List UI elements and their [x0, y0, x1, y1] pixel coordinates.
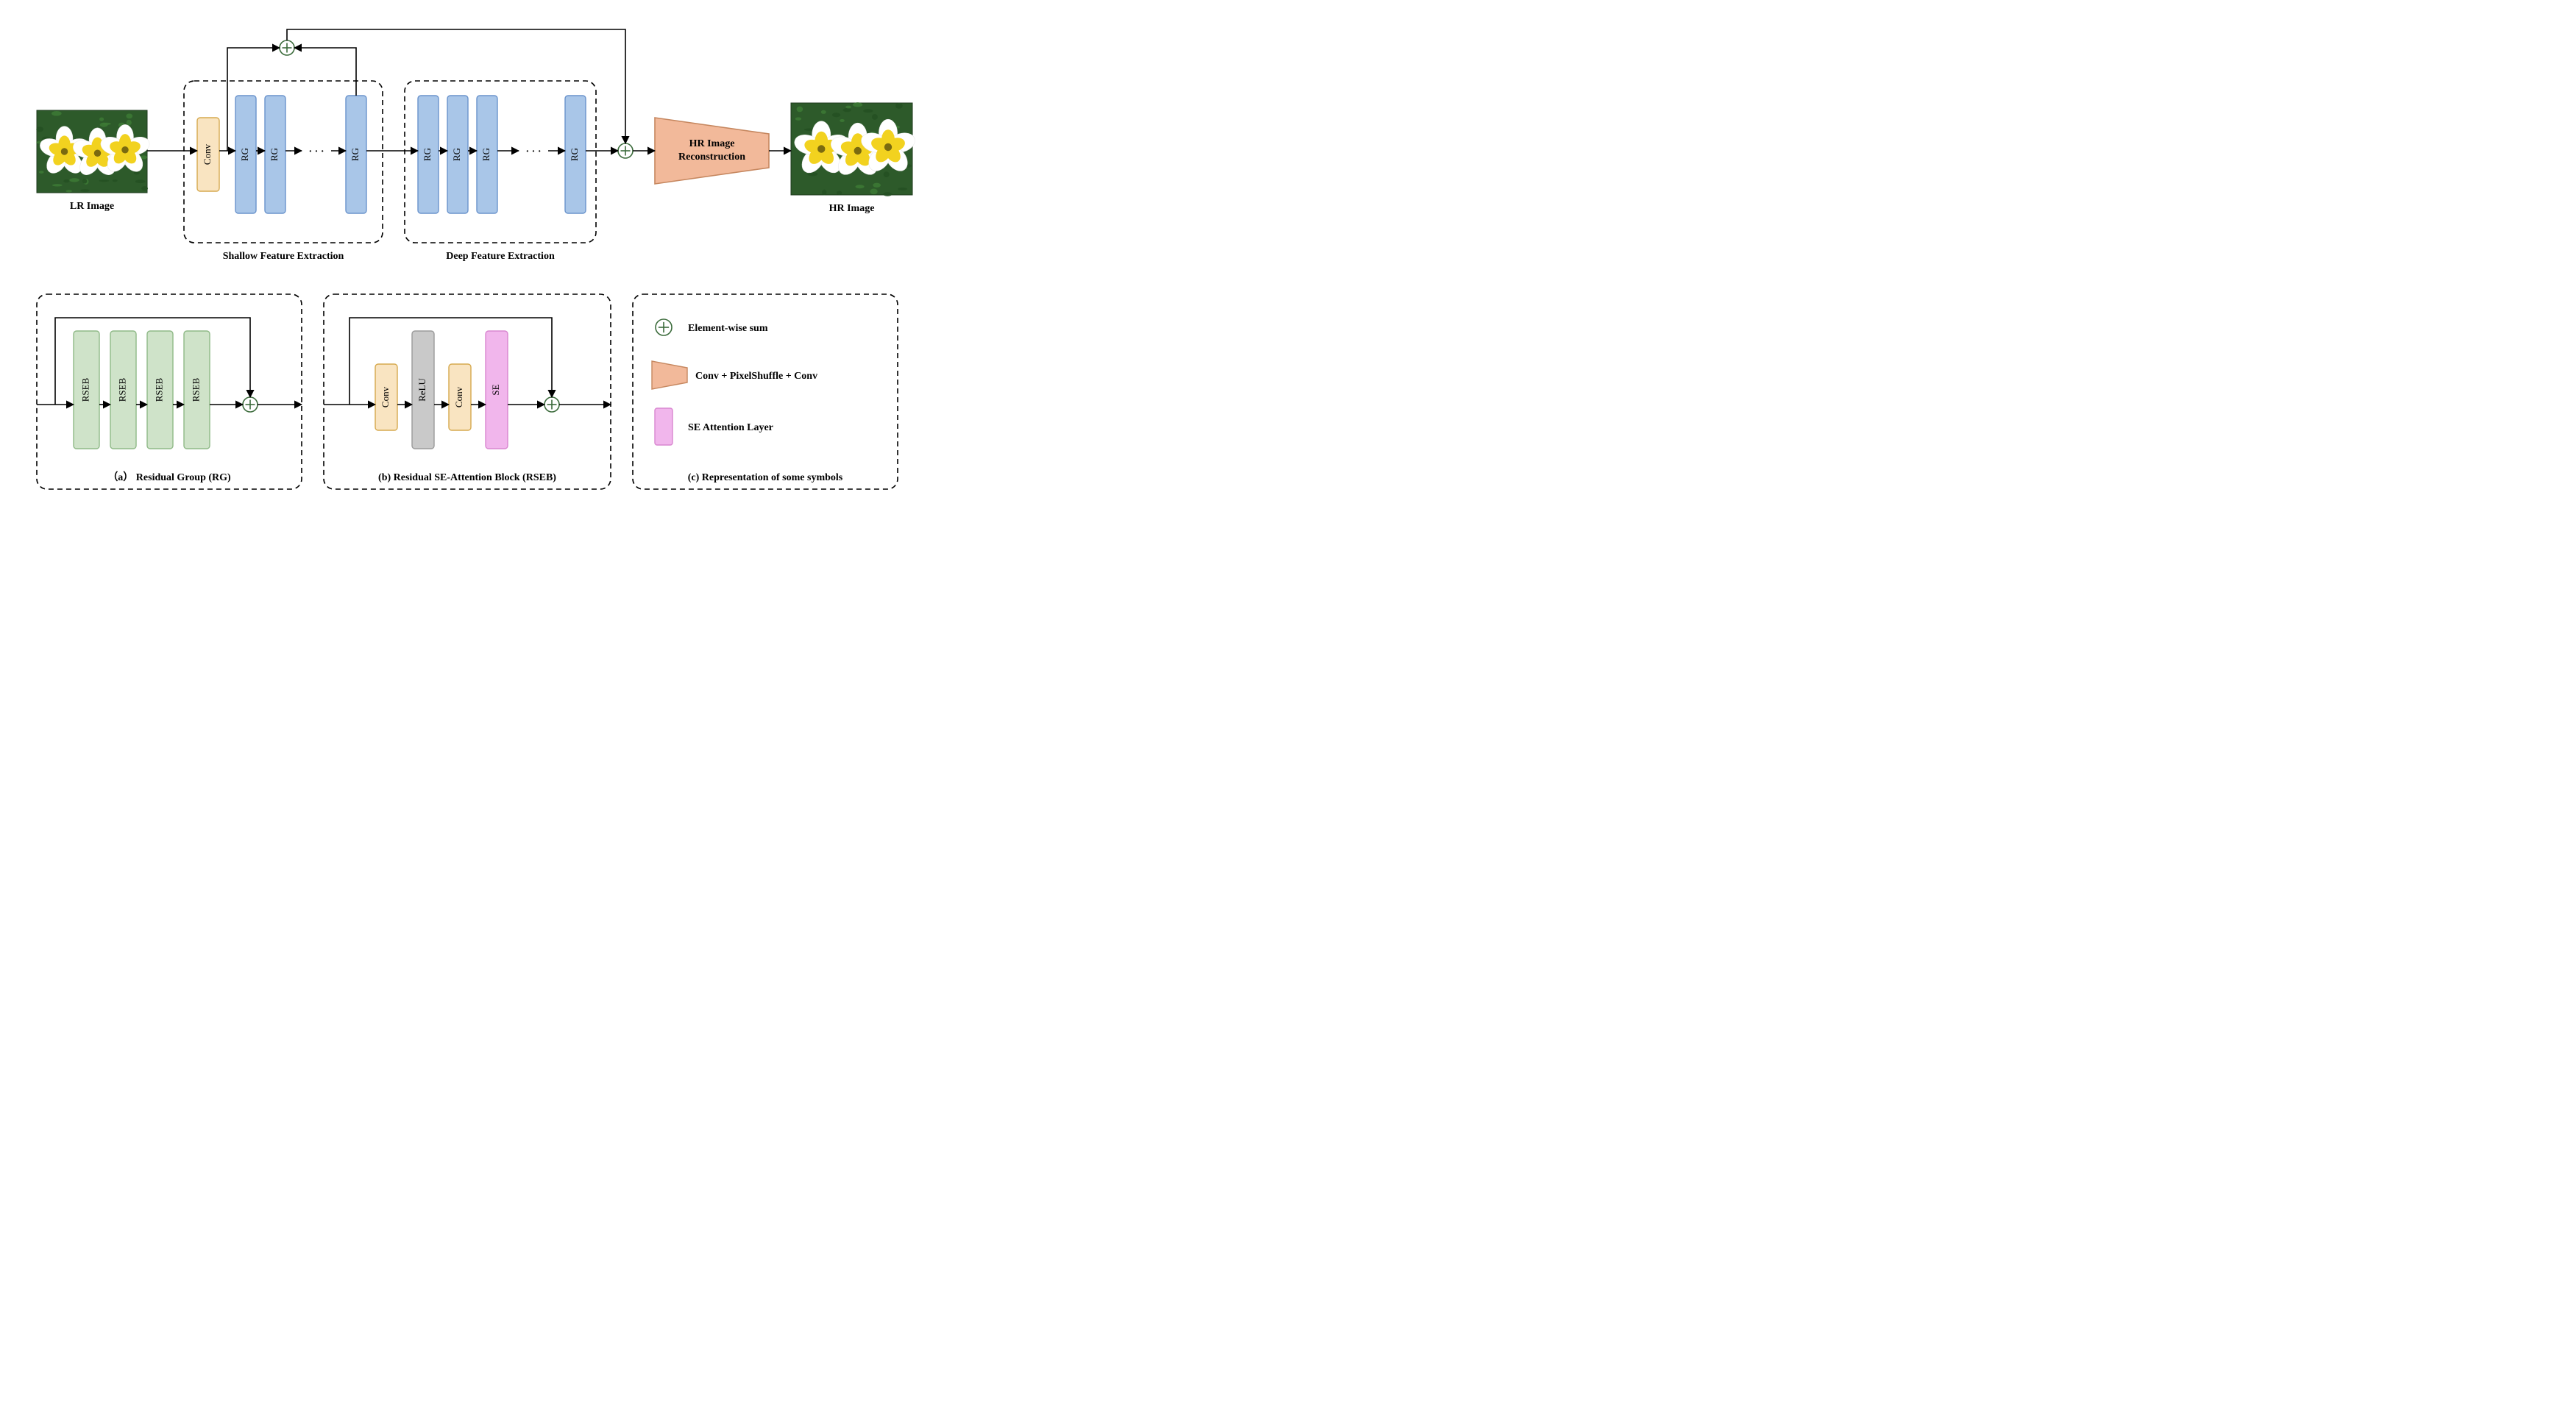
hr-image [791, 102, 918, 196]
legend-plus-label: Element-wise sum [688, 323, 768, 334]
lr-image-label: LR Image [70, 201, 114, 212]
legend-se-icon [655, 408, 673, 445]
rseb-2-label: RSEB [153, 377, 164, 402]
shallow-rg-1-label: RG [269, 148, 280, 161]
legend-se-label: SE Attention Layer [688, 422, 773, 433]
architecture-diagram: LR Image HR Image Conv RG RG RG · · · RG RG RG RG ·… [15, 15, 920, 515]
sub-a-caption: （a） Residual Group (RG) [107, 471, 231, 483]
legend-trapezoid-icon [652, 361, 687, 389]
deep-caption: Deep Feature Extraction [446, 251, 555, 262]
rseb-3-label: RSEB [190, 377, 201, 402]
sub-b-caption: (b) Residual SE-Attention Block (RSEB) [378, 472, 556, 483]
deep-dots: · · · [525, 146, 541, 157]
rseb-inner-0-label: Conv [380, 386, 391, 407]
deep-rg-3-label: RG [569, 148, 580, 161]
hr-recon-label-2: Reconstruction [678, 152, 745, 163]
deep-rg-0-label: RG [422, 148, 433, 161]
rseb-1-label: RSEB [116, 377, 127, 402]
rseb-0-label: RSEB [79, 377, 91, 402]
legend-trap-label: Conv + PixelShuffle + Conv [695, 371, 817, 382]
rseb-inner-3-label: SE [490, 384, 501, 395]
hr-recon-label-1: HR Image [689, 138, 735, 149]
sub-c-caption: (c) Representation of some symbols [688, 472, 843, 483]
rseb-inner-2-label: Conv [453, 386, 464, 407]
hr-image-label: HR Image [829, 203, 875, 214]
shallow-caption: Shallow Feature Extraction [223, 251, 344, 262]
hr-reconstruction-block [655, 118, 769, 184]
deep-rg-1-label: RG [451, 148, 462, 161]
conv-block-label: Conv [202, 143, 213, 165]
lr-image [36, 110, 152, 193]
deep-rg-2-label: RG [480, 148, 492, 161]
shallow-rg-2-label: RG [350, 148, 361, 161]
shallow-rg-0-label: RG [239, 148, 250, 161]
rseb-inner-1-label: ReLU [416, 378, 427, 402]
shallow-dots: · · · [308, 146, 324, 157]
